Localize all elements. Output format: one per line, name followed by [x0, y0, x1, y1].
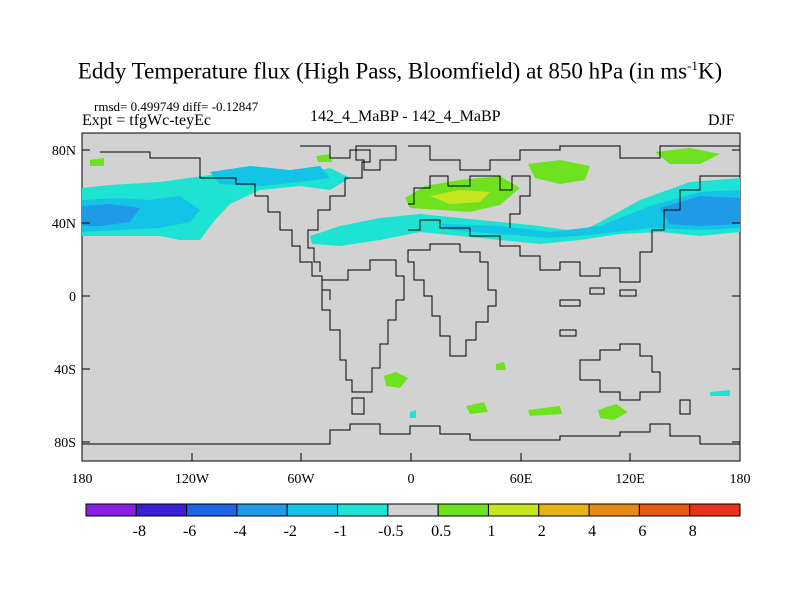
flux-region [384, 372, 408, 388]
coastline-north-america-east [300, 145, 371, 272]
coastline-antarctic-peninsula [351, 397, 365, 415]
colorbar-swatch [689, 503, 741, 517]
colorbar-label: 1 [487, 523, 495, 540]
colorbar-swatch [186, 503, 238, 517]
lon-label: 120E [615, 472, 645, 487]
colorbar-swatch [236, 503, 288, 517]
axis-ticks [81, 149, 741, 461]
coastlines [82, 145, 740, 445]
colorbar-swatch [437, 503, 489, 517]
coastline-new-zealand [679, 399, 691, 415]
flux-region [210, 166, 330, 186]
coastline-europe-mid [408, 175, 531, 228]
lat-label: 0 [69, 290, 76, 305]
latitude-labels: 80N 40N 0 40S 80S [52, 144, 76, 451]
lon-label: 60E [510, 472, 533, 487]
coastline-antarctica [82, 423, 740, 445]
colorbar-swatch [286, 503, 339, 517]
colorbar-swatch [487, 503, 540, 517]
colorbar-label: -8 [133, 523, 146, 540]
colorbar-labels: -8 -6 -4 -2 -1 -0.5 0.5 1 2 4 6 8 [133, 523, 697, 540]
colorbar-label: 0.5 [431, 523, 451, 540]
flux-region [440, 190, 740, 238]
flux-region [528, 160, 590, 184]
colorbar-swatch [387, 503, 439, 517]
coastline-greenland [355, 145, 397, 171]
flux-region [655, 148, 720, 164]
flux-region [316, 154, 332, 162]
colorbar-swatch [538, 503, 590, 517]
coastline-australia [579, 343, 661, 401]
colorbar-swatch [638, 503, 691, 517]
flux-region [430, 190, 490, 204]
colorbar-label: -2 [284, 523, 297, 540]
experiment-label: Expt = tfgWc-teyEc [82, 112, 211, 129]
coastline-north-america [100, 151, 331, 300]
coastline-europe-asia-south [408, 175, 740, 283]
flux-region [82, 204, 140, 226]
case-comparison-label: 142_4_MaBP - 142_4_MaBP [310, 108, 501, 125]
stats-label: rmsd= 0.499749 diff= -0.12847 [94, 99, 259, 114]
coastline-eurasia [408, 145, 740, 171]
colorbar-swatch [337, 503, 389, 517]
colorbar-label: -6 [183, 523, 196, 540]
colorbar-swatch [135, 503, 188, 517]
flux-region [710, 390, 730, 396]
colorbar [85, 503, 741, 517]
lat-label: 80N [52, 144, 76, 159]
colorbar-label: 2 [538, 523, 546, 540]
lat-label: 40N [52, 217, 76, 232]
longitude-labels: 180 120W 60W 0 60E 120E 180 [72, 472, 751, 487]
lat-label: 40S [54, 363, 76, 378]
flux-region [528, 406, 562, 416]
colorbar-swatch [588, 503, 640, 517]
lon-label: 180 [730, 472, 751, 487]
flux-region [598, 404, 628, 420]
flux-region [496, 362, 506, 370]
lat-label: 80S [54, 436, 76, 451]
map-title: Eddy Temperature flux (High Pass, Bloomf… [77, 58, 723, 84]
lon-label: 180 [72, 472, 93, 487]
colorbar-label: -1 [334, 523, 347, 540]
colorbar-swatch [85, 503, 137, 517]
flux-region [466, 402, 488, 414]
coastline-islands [559, 287, 637, 337]
lon-label: 60W [287, 472, 315, 487]
flux-region [410, 410, 416, 418]
colorbar-label: 4 [588, 523, 596, 540]
coastline-africa [407, 243, 497, 357]
colorbar-label: 8 [689, 523, 697, 540]
lon-label: 120W [175, 472, 210, 487]
colorbar-label: -0.5 [378, 523, 403, 540]
lon-label: 0 [408, 472, 415, 487]
colorbar-label: 6 [638, 523, 646, 540]
colorbar-label: -4 [233, 523, 246, 540]
flux-region [90, 158, 104, 166]
coastline-south-america [321, 259, 405, 393]
flux-shading [82, 148, 740, 420]
season-label: DJF [708, 112, 735, 129]
